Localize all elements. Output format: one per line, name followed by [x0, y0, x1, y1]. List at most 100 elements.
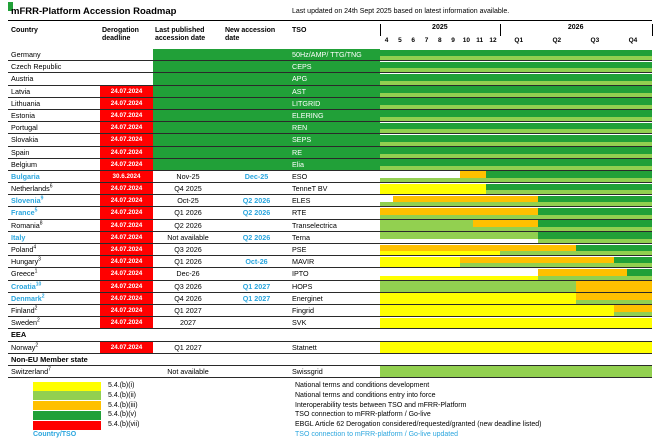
- tso-name: RTE: [292, 208, 307, 218]
- phase-segment-yellow: [380, 348, 652, 353]
- tso-name: ELERING: [292, 110, 324, 120]
- phase-segment-lightgreen: [380, 56, 652, 61]
- tso-name: Statnett: [292, 342, 317, 352]
- derogation-deadline-cell: 24.07.2024: [100, 292, 153, 304]
- month-tick: 8: [437, 37, 442, 44]
- country-footnote: 8: [39, 220, 43, 227]
- table-row-austria: Austria APG: [8, 73, 652, 86]
- table-row-estonia: Estonia 24.07.2024 ELERING: [8, 109, 652, 123]
- phase-segment-orange: [537, 268, 627, 276]
- country-footnote: 2: [36, 317, 40, 324]
- phase-segment-green: [380, 49, 652, 57]
- table-row-norway: Norway2 24.07.2024 Q1 2027 Statnett: [8, 341, 652, 354]
- phase-segment-orange: [575, 287, 652, 292]
- timeline-bar: [380, 195, 652, 207]
- phase-segment-green: [380, 122, 652, 130]
- phase-segment-lightgreen: [380, 366, 652, 374]
- legend-updated-description: TSO connection to mFRR-platform / Go-liv…: [295, 430, 459, 438]
- phase-segment-green: [575, 244, 652, 252]
- phase-segment-yellow: [380, 275, 538, 280]
- timeline-divider: [380, 24, 381, 36]
- phase-segment-green: [380, 159, 652, 166]
- country-footnote: 2: [35, 342, 39, 349]
- table-row-denmark: Denmark2 24.07.2024 Q4 2026 Q1 2027 Energine…: [8, 292, 652, 305]
- last-published-date: Q4 2026: [174, 293, 202, 303]
- derogation-deadline-cell: 24.07.2024: [100, 244, 153, 256]
- legend-description: Interoperability tests between TSO and m…: [295, 401, 467, 409]
- phase-segment-lightgreen: [380, 232, 538, 239]
- phase-segment-orange: [473, 220, 538, 227]
- new-accession-date: Q1 2027: [242, 281, 271, 291]
- last-published-date: Q1 2027: [174, 342, 202, 352]
- month-tick: 6: [411, 37, 415, 44]
- country-name: Bulgaria: [11, 171, 40, 181]
- phase-segment-yellow: [380, 183, 487, 191]
- timeline-bar: [380, 159, 652, 170]
- derogation-deadline-cell: 24.07.2024: [100, 146, 153, 158]
- table-row-poland: Poland4 24.07.2024 Q3 2026 PSE: [8, 244, 652, 257]
- timeline-year-labels: 2025 2026: [380, 24, 653, 36]
- table-row-slovenia: Slovenia9 24.07.2024 Oct-25 Q2 2026 ELES: [8, 195, 652, 208]
- derogation-deadline-cell: 24.07.2024: [100, 134, 153, 146]
- legend-description: TSO connection to mFRR-platform / Go-liv…: [295, 411, 431, 419]
- section-row-non-eu-member-state: Non-EU Member state: [8, 354, 652, 366]
- new-accession-date: Q2 2026: [242, 232, 271, 242]
- derogation-deadline-cell: 24.07.2024: [100, 122, 153, 134]
- new-accession-date: Q1 2027: [242, 293, 271, 303]
- legend-code: 5.4.(b)(i): [108, 382, 135, 389]
- last-published-date: Oct-25: [177, 196, 199, 206]
- quarter-tick: Q4: [628, 37, 638, 44]
- timeline-bar: [380, 342, 652, 353]
- timeline-bar: [380, 183, 652, 195]
- tso-name: REN: [292, 123, 308, 133]
- new-accession-date: Q2 2026: [242, 208, 271, 218]
- table-row-greece: Greece1 24.07.2024 Dec-26 IPTO: [8, 268, 652, 281]
- month-tick: 11: [476, 37, 484, 44]
- year-label-2025: 2025: [432, 24, 448, 31]
- tso-name: ESO: [292, 171, 308, 181]
- timeline-bar: [380, 171, 652, 183]
- table-row-bulgaria: Bulgaria 30.6.2024 Nov-25 Dec-25 ESO: [8, 170, 652, 184]
- legend-swatch-orange: [33, 401, 101, 411]
- country-footnote: 7: [48, 366, 51, 373]
- timeline-tick-labels: 4 5 6 7 8 9 10 11 12 Q1 Q2 Q3 Q4: [380, 37, 652, 47]
- table-header: Country Derogation deadline Last publish…: [8, 24, 653, 49]
- derogation-deadline-cell: 24.07.2024: [100, 109, 153, 122]
- legend-country-tso-label: Country/TSO: [33, 430, 77, 438]
- derogation-deadline-cell: 24.07.2024: [100, 183, 153, 195]
- col-header-new-accession: New accession date: [225, 27, 276, 42]
- tso-name: HOPS: [292, 281, 313, 291]
- phase-segment-lightgreen: [380, 226, 652, 231]
- country-name: Slovenia9: [11, 195, 44, 206]
- timeline-divider: [652, 24, 653, 36]
- phase-segment-lightgreen: [380, 92, 652, 97]
- phase-segment-yellow: [380, 263, 460, 268]
- col-header-country: Country: [11, 27, 38, 34]
- phase-segment-orange: [393, 195, 538, 203]
- last-published-date: Q3 2026: [174, 245, 202, 254]
- legend-swatch-green: [33, 410, 101, 420]
- country-name: Croatia10: [11, 281, 42, 291]
- timeline-bar: [380, 147, 652, 158]
- country-footnote: 10: [35, 281, 42, 288]
- live-status-cell: [153, 122, 380, 134]
- last-published-date: Q1 2027: [174, 305, 202, 315]
- section-label: Non-EU Member state: [11, 354, 88, 364]
- phase-segment-green: [626, 268, 652, 276]
- table-row-romania: Romania8 24.07.2024 Q2 2026 Transelectrica: [8, 219, 652, 232]
- phase-segment-lightgreen: [613, 312, 652, 317]
- country-name: Germany: [11, 50, 41, 59]
- legend-swatch-lightgreen: [33, 391, 101, 401]
- legend-swatch-red: [33, 420, 101, 430]
- phase-segment-yellow: [380, 305, 614, 313]
- derogation-deadline-cell: 24.07.2024: [100, 195, 153, 207]
- phase-segment-green: [537, 232, 652, 239]
- timeline-bar: [380, 49, 652, 61]
- quarter-tick: Q1: [514, 37, 524, 44]
- derogation-deadline-cell: 24.07.2024: [100, 97, 153, 109]
- derogation-deadline-cell: 24.07.2024: [100, 85, 153, 97]
- country-name: Romania8: [11, 220, 43, 230]
- table-row-slovakia: Slovakia 24.07.2024 SEPS: [8, 134, 652, 147]
- live-status-cell: [153, 109, 380, 122]
- country-name: Netherlands6: [11, 183, 53, 194]
